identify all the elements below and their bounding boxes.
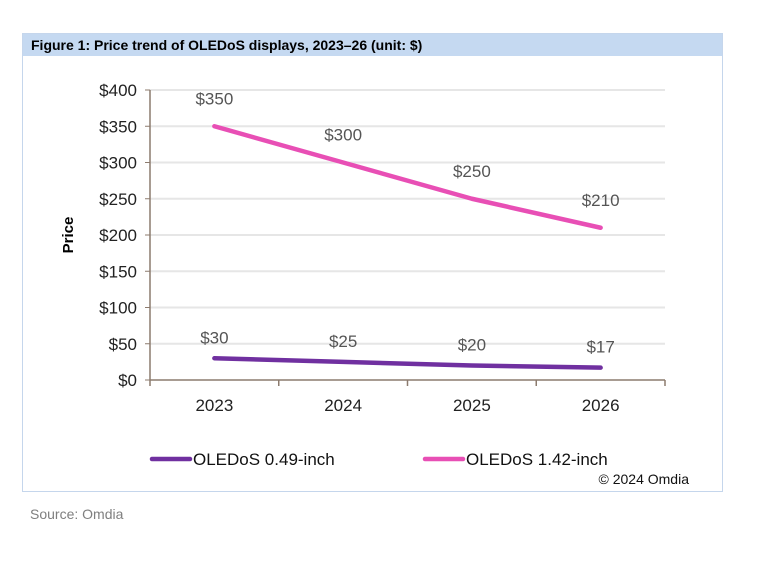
y-tick-label: $150 xyxy=(99,262,137,281)
series-line-1-42-inch xyxy=(212,124,603,230)
y-tick-label: $300 xyxy=(99,154,137,173)
y-tick-label: $0 xyxy=(118,371,137,390)
data-label: $17 xyxy=(586,338,614,357)
y-tick-label: $100 xyxy=(99,299,137,318)
y-axis-label: Price xyxy=(60,217,77,254)
data-label: $350 xyxy=(195,89,233,108)
y-tick-label: $350 xyxy=(99,117,137,136)
data-label: $210 xyxy=(582,191,620,210)
y-tick-label: $250 xyxy=(99,190,137,209)
x-tick-label: 2025 xyxy=(453,396,491,415)
figure-title: Figure 1: Price trend of OLEDoS displays… xyxy=(23,34,722,56)
source-note: Source: Omdia xyxy=(30,506,124,522)
copyright-note: © 2024 Omdia xyxy=(599,471,690,487)
data-label: $25 xyxy=(329,332,357,351)
data-label: $20 xyxy=(458,336,486,355)
x-tick-label: 2023 xyxy=(195,396,233,415)
y-tick-label: $400 xyxy=(99,81,137,100)
legend-label: OLEDoS 0.49-inch xyxy=(193,450,335,469)
legend-label: OLEDoS 1.42-inch xyxy=(466,450,608,469)
x-tick-label: 2026 xyxy=(582,396,620,415)
data-label: $30 xyxy=(200,328,228,347)
y-tick-label: $200 xyxy=(99,226,137,245)
series-line-0-49-inch xyxy=(212,356,603,370)
y-tick-label: $50 xyxy=(109,335,137,354)
data-label: $250 xyxy=(453,162,491,181)
data-label: $300 xyxy=(324,126,362,145)
x-tick-label: 2024 xyxy=(324,396,362,415)
figure-box: Figure 1: Price trend of OLEDoS displays… xyxy=(22,33,723,492)
